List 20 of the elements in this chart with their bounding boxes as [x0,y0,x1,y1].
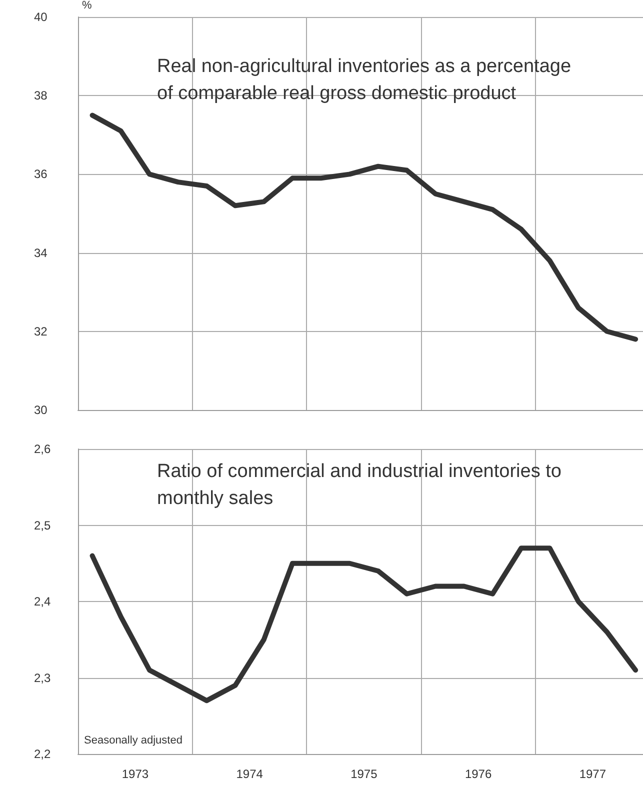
y-tick-label: 40 [34,10,48,24]
y-tick-label: 36 [34,167,48,182]
y-tick-label: 34 [34,246,48,260]
x-tick-label: 1975 [350,767,378,781]
y-tick-label: 2,4 [34,594,52,608]
x-tick-label: 1973 [122,767,149,781]
y-axis-title: % [82,0,92,12]
y-tick-label: 2,3 [34,670,52,685]
y-tick-label: 2,6 [34,442,52,456]
y-tick-label: 2,2 [34,747,52,761]
y-tick-label: 30 [34,403,48,417]
y-tick-label: 2,5 [34,518,52,532]
annotation: Seasonally adjusted [84,734,182,746]
y-tick-label: 38 [34,88,48,103]
text: Real non-agricultural inventories as a percentage of comparable real gross domestic product [157,56,576,104]
x-tick-label: 1977 [579,767,606,781]
x-tick-label: 1974 [236,767,264,781]
text: Ratio of commercial and industrial inventories to monthly sales [157,461,567,509]
x-tick-label: 1976 [464,767,492,781]
y-tick-label: 32 [34,324,48,338]
